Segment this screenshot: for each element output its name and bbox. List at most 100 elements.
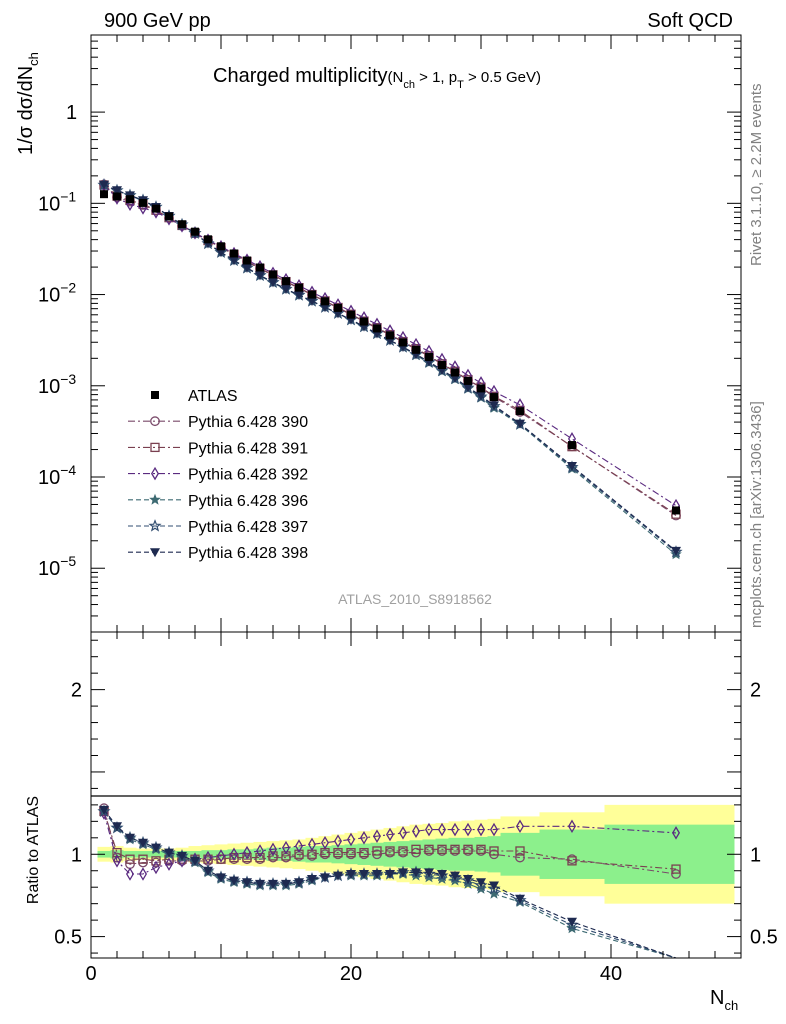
series-line — [103, 184, 677, 515]
atlas-data-point — [490, 393, 498, 402]
ratio-y-tick-label: 2 — [71, 680, 82, 702]
ratio-series-point — [99, 805, 109, 815]
ratio-series-point — [476, 844, 486, 854]
legend-marker — [149, 493, 161, 505]
ratio-y-tick-label: 0.5 — [54, 927, 82, 949]
ratio-series-point — [359, 847, 369, 858]
x-tick-label: 0 — [85, 963, 96, 985]
ratio-series-point — [138, 838, 148, 848]
inner-uncertainty-band — [123, 850, 137, 858]
ratio-series-point — [437, 822, 447, 837]
ratio-series-point — [229, 847, 239, 862]
main-panel: 10−5 10−4 10−3 10−2 10−1 1 — [38, 34, 742, 633]
series-point — [255, 271, 265, 281]
ratio-series-point — [437, 844, 447, 854]
ratio-series-point — [474, 878, 488, 892]
ratio-series-point — [385, 846, 395, 856]
ratio-series-point — [203, 866, 213, 876]
ratio-series-point — [450, 822, 460, 837]
atlas-data-point — [295, 283, 303, 292]
series-point — [515, 419, 525, 429]
inner-uncertainty-band — [435, 838, 449, 870]
inner-uncertainty-band — [396, 841, 410, 868]
ratio-series-point — [294, 839, 304, 853]
ratio-series-point — [112, 822, 122, 832]
inner-uncertainty-band — [253, 848, 267, 861]
atlas-data-point — [334, 303, 342, 312]
ratio-series-point — [242, 845, 252, 860]
series-point — [489, 401, 499, 411]
series-point — [476, 391, 486, 401]
ratio-series-point — [112, 852, 122, 863]
ratio-series-point — [411, 868, 421, 878]
series-point — [671, 546, 681, 556]
ratio-series-point — [567, 917, 577, 927]
ratio-series-point — [489, 822, 499, 837]
atlas-data-point — [217, 242, 225, 251]
inner-uncertainty-band — [500, 832, 540, 876]
mcplots-label: mcplots.cern.ch [arXiv:1306.3436] — [748, 401, 765, 628]
ratio-series-point — [320, 873, 330, 883]
ratio-series-point — [268, 879, 278, 889]
atlas-data-point — [204, 235, 212, 244]
atlas-data-point — [230, 249, 238, 258]
ratio-series-point — [463, 822, 473, 837]
ratio-series-point — [476, 878, 486, 888]
atlas-data-point — [191, 227, 199, 236]
inner-uncertainty-band — [461, 837, 475, 871]
inner-uncertainty-band — [383, 841, 397, 867]
ratio-series-point — [242, 878, 252, 888]
inner-uncertainty-band — [370, 842, 384, 866]
series-line — [103, 184, 677, 507]
ratio-panel: 0.5 0.51 12 20 20 40 — [54, 631, 778, 985]
ratio-series-point — [255, 879, 265, 889]
ratio-series-point — [671, 869, 681, 879]
ratio-series-point — [411, 844, 421, 854]
ratio-series-point — [164, 857, 174, 871]
atlas-data-point — [178, 220, 186, 229]
atlas-data-point — [386, 331, 394, 340]
ratio-series-point — [229, 876, 239, 886]
ratio-series-point — [346, 847, 356, 858]
atlas-data-point — [438, 360, 446, 369]
ratio-series-point — [333, 847, 343, 858]
legend-marker — [150, 416, 160, 427]
ratio-series-point — [359, 831, 369, 845]
ratio-series-point — [398, 868, 408, 878]
ratio-series-point — [138, 867, 148, 881]
atlas-data-point — [113, 192, 121, 201]
atlas-data-point — [516, 407, 524, 416]
ratio-series-point — [333, 834, 343, 848]
y-tick-label: 10−1 — [38, 188, 76, 215]
ratio-series-point — [437, 870, 447, 880]
main-frame — [90, 34, 742, 633]
ratio-series-point — [488, 887, 500, 899]
ratio-series-point — [567, 819, 577, 834]
series-point — [268, 278, 278, 288]
atlas-data-point — [451, 368, 459, 377]
series-point — [229, 256, 239, 266]
atlas-data-point — [126, 195, 134, 204]
x-tick-label: 20 — [340, 963, 362, 985]
ratio-series-point — [372, 846, 382, 856]
atlas-data-point — [165, 212, 173, 221]
ratio-series-point — [372, 870, 382, 880]
legend-marker — [150, 442, 160, 453]
series-point — [567, 461, 577, 471]
ratio-series-point — [164, 848, 174, 858]
atlas-data-point — [152, 204, 160, 213]
inner-uncertainty-band — [409, 840, 423, 869]
atlas-data-point — [321, 297, 329, 306]
ratio-series-point — [515, 819, 525, 834]
legend-marker — [148, 519, 162, 532]
atlas-data-point — [373, 324, 381, 333]
chart-title: Charged multiplicity(Nch > 1, pT > 0.5 G… — [213, 65, 541, 91]
y-tick-label: 1 — [66, 102, 77, 124]
ratio-y-tick-label-right: 1 — [750, 844, 761, 866]
inner-uncertainty-band — [240, 849, 254, 860]
y-tick-label: 10−5 — [38, 553, 76, 580]
inner-uncertainty-band — [227, 849, 241, 860]
ratio-series-point — [671, 826, 681, 840]
series-point — [320, 303, 330, 313]
